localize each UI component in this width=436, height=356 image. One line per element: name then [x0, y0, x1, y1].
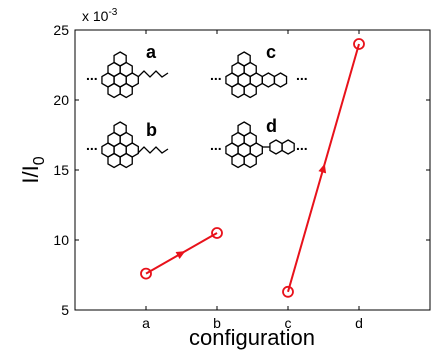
molecule-structure-a: [101, 51, 169, 99]
y-tick-label: 20: [53, 92, 69, 108]
x-tick-label: c: [285, 315, 292, 331]
plot-area-frame: [74, 29, 431, 311]
data-point-c: [282, 285, 294, 298]
molecule-structure-b: [101, 121, 169, 169]
molecule-label-a: a: [146, 42, 157, 62]
data-point-a: [140, 267, 152, 280]
x-axis-ticks: a b c d: [142, 30, 363, 331]
y-axis-title: I/I0: [18, 156, 48, 183]
data-series: [140, 38, 365, 298]
y-tick-label: 5: [61, 302, 69, 318]
y-exponent-label: x 10-3: [82, 7, 118, 24]
molecule-label-d: d: [266, 116, 277, 136]
molecule-ellipsis-c: ...: [210, 67, 222, 83]
x-axis-title: configuration: [189, 325, 315, 350]
x-tick-label: b: [213, 315, 221, 331]
y-axis-ticks: 5 10 15 20 25: [53, 22, 430, 318]
molecule-label-c: c: [266, 42, 276, 62]
y-tick-label: 25: [53, 22, 69, 38]
molecule-ellipsis-d-right: ...: [296, 137, 308, 153]
x-tick-label: d: [355, 315, 363, 331]
y-tick-label: 15: [53, 162, 69, 178]
series-arrow-0: [175, 251, 186, 260]
data-point-d: [353, 38, 365, 50]
y-tick-label: 10: [53, 232, 69, 248]
molecule-ellipsis-c-right: ...: [296, 67, 308, 83]
molecule-structure-d: [225, 121, 295, 169]
data-point-b: [211, 227, 223, 239]
series-arrow-1: [318, 163, 327, 174]
molecule-ellipsis-b: ...: [86, 137, 98, 153]
x-tick-label: a: [142, 315, 150, 331]
molecule-ellipsis-d: ...: [210, 137, 222, 153]
molecule-label-b: b: [146, 120, 157, 140]
molecule-ellipsis-a: ...: [86, 67, 98, 83]
